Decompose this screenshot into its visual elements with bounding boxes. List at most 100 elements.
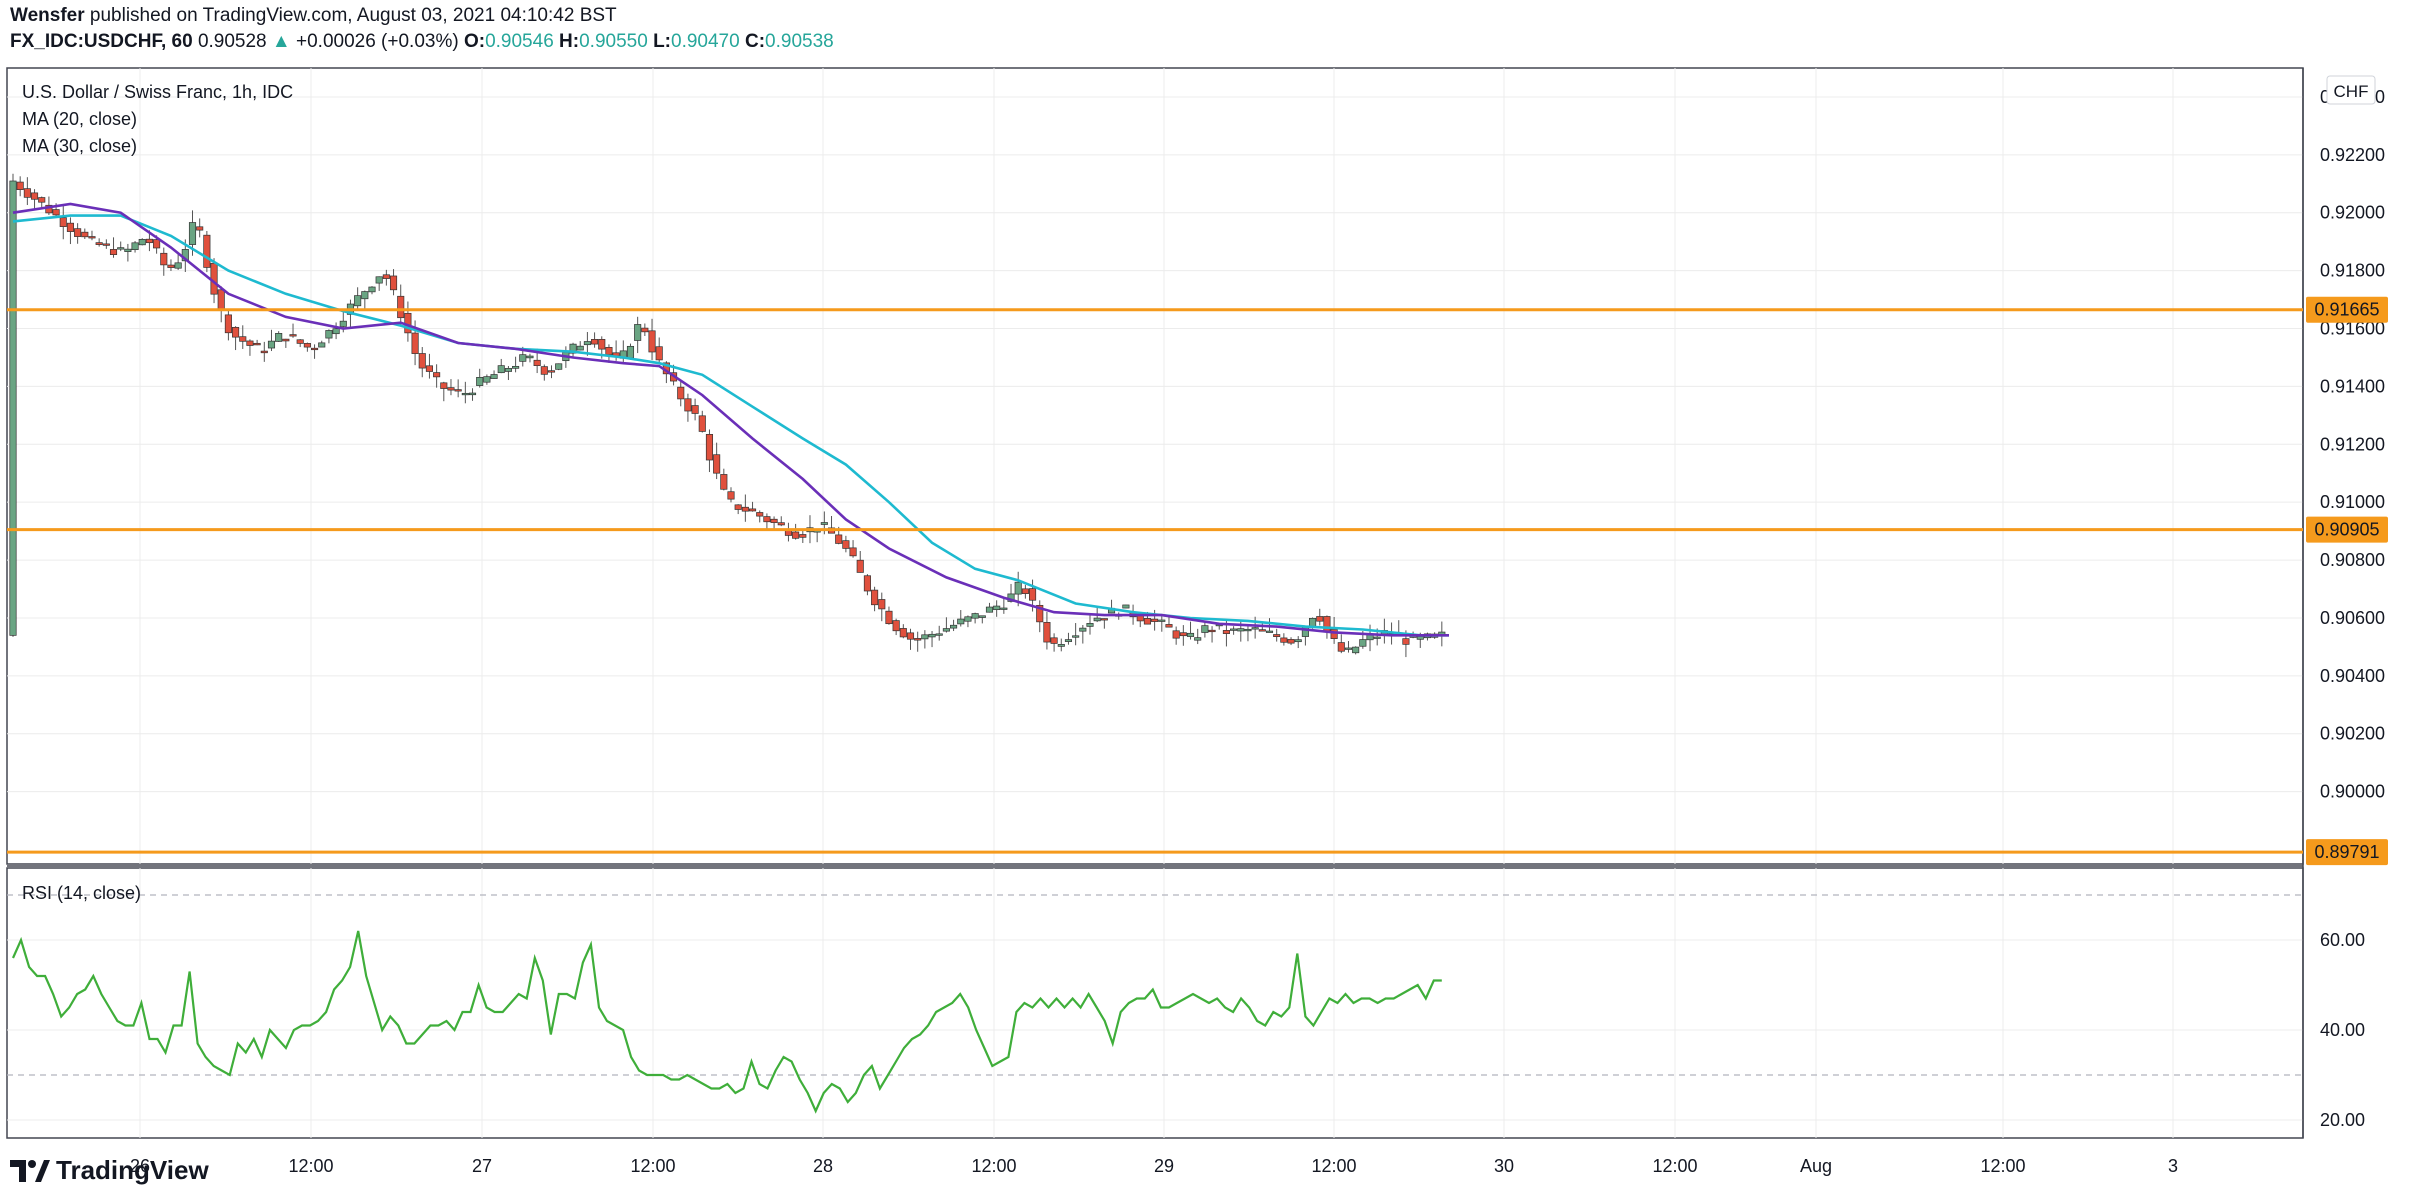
candle[interactable] xyxy=(174,262,182,269)
candle[interactable] xyxy=(598,339,606,350)
candle[interactable] xyxy=(705,434,714,461)
candle[interactable] xyxy=(217,289,225,311)
candle[interactable] xyxy=(124,248,132,252)
candle[interactable] xyxy=(1186,632,1195,637)
candle[interactable] xyxy=(411,332,419,354)
candle[interactable] xyxy=(1316,616,1324,622)
candle[interactable] xyxy=(1043,622,1051,643)
candle[interactable] xyxy=(203,234,211,268)
candle[interactable] xyxy=(138,239,146,246)
candle[interactable] xyxy=(727,491,735,500)
candle[interactable] xyxy=(1143,618,1151,625)
candle[interactable] xyxy=(504,368,512,372)
ma20-line[interactable] xyxy=(12,202,1449,637)
candle[interactable] xyxy=(289,334,297,337)
candle[interactable] xyxy=(1222,630,1230,634)
candle[interactable] xyxy=(425,365,433,372)
candle[interactable] xyxy=(591,339,599,345)
candle[interactable] xyxy=(382,274,390,279)
candle[interactable] xyxy=(871,589,879,606)
ma30-legend[interactable]: MA (30, close) xyxy=(22,136,138,156)
candle[interactable] xyxy=(418,353,426,369)
candle[interactable] xyxy=(756,512,764,517)
candle[interactable] xyxy=(260,350,268,354)
candle[interactable] xyxy=(59,217,67,227)
candle[interactable] xyxy=(899,628,907,638)
candle[interactable] xyxy=(1021,588,1029,594)
candle[interactable] xyxy=(540,366,548,375)
candle[interactable] xyxy=(1251,627,1259,630)
candle[interactable] xyxy=(885,610,893,625)
candle[interactable] xyxy=(332,328,340,335)
candle[interactable] xyxy=(282,338,290,342)
candle[interactable] xyxy=(512,365,520,369)
level-price-tag[interactable] xyxy=(2306,296,2388,323)
candle[interactable] xyxy=(1330,629,1338,639)
candle[interactable] xyxy=(849,547,857,557)
candle[interactable] xyxy=(52,209,60,216)
candle[interactable] xyxy=(224,314,232,334)
candle[interactable] xyxy=(1000,607,1008,610)
ma20-legend[interactable]: MA (20, close) xyxy=(22,109,138,129)
candle[interactable] xyxy=(1280,637,1288,643)
candle[interactable] xyxy=(196,226,204,231)
candle[interactable] xyxy=(691,405,699,414)
candle[interactable] xyxy=(626,345,635,359)
candle[interactable] xyxy=(856,559,864,573)
candle[interactable] xyxy=(971,613,979,619)
candle[interactable] xyxy=(1179,632,1187,637)
candle[interactable] xyxy=(461,392,469,396)
candle[interactable] xyxy=(23,188,31,198)
candle[interactable] xyxy=(1194,637,1202,641)
candle[interactable] xyxy=(88,236,96,239)
candle[interactable] xyxy=(483,376,491,383)
candle[interactable] xyxy=(30,192,39,200)
candle[interactable] xyxy=(978,615,986,618)
candle[interactable] xyxy=(993,605,1001,611)
candle[interactable] xyxy=(835,534,843,544)
candle[interactable] xyxy=(741,506,749,512)
symbol-name[interactable]: FX_IDC:USDCHF, 60 xyxy=(10,31,193,52)
candle[interactable] xyxy=(569,343,577,354)
candle[interactable] xyxy=(684,398,692,412)
candle[interactable] xyxy=(777,522,785,526)
candle[interactable] xyxy=(583,341,591,346)
candle[interactable] xyxy=(188,222,197,245)
candle[interactable] xyxy=(1402,638,1410,645)
candle[interactable] xyxy=(389,275,398,291)
candle[interactable] xyxy=(985,606,994,613)
candle[interactable] xyxy=(117,247,125,250)
price-pane[interactable] xyxy=(6,67,2304,865)
candle[interactable] xyxy=(267,340,276,349)
candle[interactable] xyxy=(1122,604,1130,609)
candle[interactable] xyxy=(763,516,771,523)
candle[interactable] xyxy=(648,330,656,353)
candle[interactable] xyxy=(799,534,807,538)
candle[interactable] xyxy=(1344,647,1353,650)
chart-title[interactable]: U.S. Dollar / Swiss Franc, 1h, IDC xyxy=(22,82,294,102)
candle[interactable] xyxy=(253,342,261,346)
candle[interactable] xyxy=(748,508,757,512)
rsi-legend[interactable]: RSI (14, close) xyxy=(22,883,142,903)
candle[interactable] xyxy=(1287,639,1295,644)
candle[interactable] xyxy=(1151,618,1159,622)
candle[interactable] xyxy=(942,628,950,632)
candle[interactable] xyxy=(1265,630,1274,633)
candle[interactable] xyxy=(1036,604,1044,623)
candle[interactable] xyxy=(296,339,304,344)
candle[interactable] xyxy=(519,354,527,362)
candle[interactable] xyxy=(957,618,965,625)
candle[interactable] xyxy=(906,632,915,640)
ma30-line[interactable] xyxy=(12,214,1449,637)
candle[interactable] xyxy=(440,382,448,389)
candle[interactable] xyxy=(239,336,247,342)
candle[interactable] xyxy=(9,180,17,636)
candle[interactable] xyxy=(160,252,168,266)
candle[interactable] xyxy=(1057,644,1065,647)
candle[interactable] xyxy=(713,454,721,474)
candle[interactable] xyxy=(1079,627,1087,632)
candle[interactable] xyxy=(339,320,347,327)
candle[interactable] xyxy=(447,387,455,391)
candle[interactable] xyxy=(655,346,663,361)
